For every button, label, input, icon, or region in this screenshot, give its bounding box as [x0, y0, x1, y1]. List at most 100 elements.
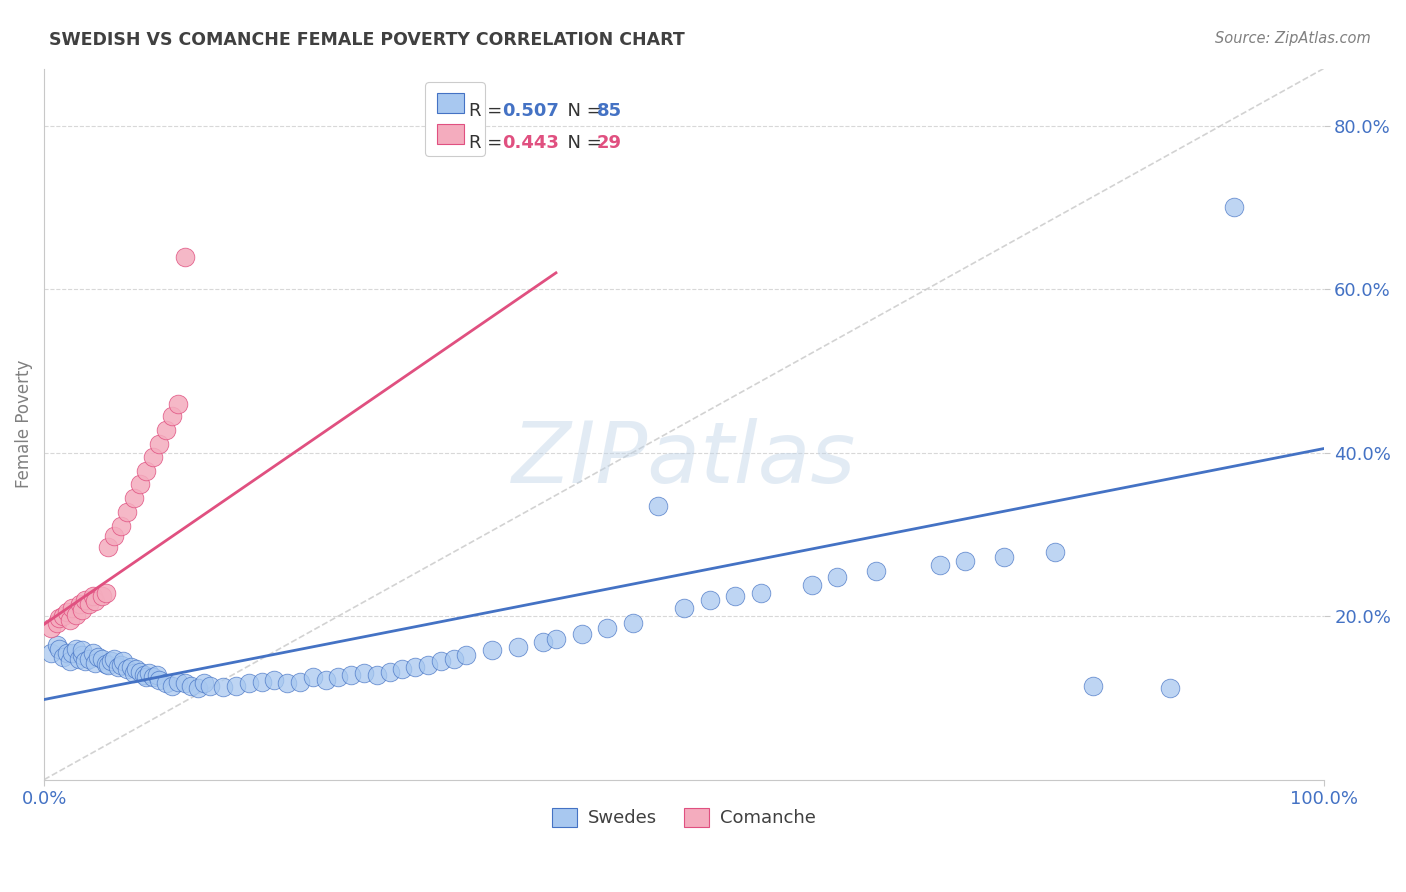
- Point: [129, 476, 152, 491]
- Text: ZIPatlas: ZIPatlas: [512, 418, 856, 501]
- Point: [45, 638, 67, 652]
- Point: [67, 651, 90, 665]
- Point: [155, 676, 177, 690]
- Point: [506, 640, 529, 655]
- Point: [73, 592, 96, 607]
- Text: N =: N =: [555, 134, 607, 153]
- Point: [48, 611, 70, 625]
- Point: [200, 679, 222, 693]
- Point: [288, 674, 311, 689]
- Point: [1083, 679, 1105, 693]
- Point: [238, 676, 260, 690]
- Point: [481, 643, 503, 657]
- Point: [100, 654, 122, 668]
- Point: [993, 550, 1015, 565]
- Point: [45, 615, 67, 630]
- Point: [155, 423, 177, 437]
- Point: [800, 578, 823, 592]
- Point: [145, 668, 167, 682]
- Point: [60, 601, 83, 615]
- Point: [571, 627, 593, 641]
- Point: [366, 668, 388, 682]
- Text: R =: R =: [470, 134, 508, 153]
- Point: [97, 540, 120, 554]
- Point: [56, 605, 79, 619]
- Point: [90, 651, 112, 665]
- Point: [125, 662, 148, 676]
- Point: [72, 602, 94, 616]
- Point: [173, 676, 195, 690]
- Point: [103, 529, 125, 543]
- Point: [301, 670, 323, 684]
- Point: [69, 597, 91, 611]
- Point: [672, 601, 695, 615]
- Point: [39, 646, 62, 660]
- Point: [699, 592, 721, 607]
- Point: [72, 648, 94, 663]
- Point: [48, 641, 70, 656]
- Point: [160, 409, 183, 423]
- Point: [77, 597, 100, 611]
- Text: R =: R =: [470, 103, 508, 120]
- Point: [167, 674, 190, 689]
- Point: [52, 650, 75, 665]
- Point: [1159, 681, 1181, 695]
- Point: [596, 621, 619, 635]
- Point: [1223, 201, 1246, 215]
- Point: [84, 656, 107, 670]
- Point: [443, 651, 465, 665]
- Point: [117, 662, 139, 676]
- Legend: Swedes, Comanche: Swedes, Comanche: [544, 801, 824, 835]
- Point: [84, 594, 107, 608]
- Point: [112, 654, 135, 668]
- Point: [122, 666, 145, 681]
- Text: 29: 29: [598, 134, 621, 153]
- Point: [110, 658, 132, 673]
- Point: [39, 621, 62, 635]
- Point: [263, 673, 285, 687]
- Point: [404, 660, 426, 674]
- Point: [129, 665, 152, 679]
- Point: [724, 589, 747, 603]
- Point: [430, 654, 453, 668]
- Point: [77, 651, 100, 665]
- Point: [531, 635, 554, 649]
- Point: [955, 553, 977, 567]
- Point: [173, 250, 195, 264]
- Point: [65, 641, 87, 656]
- Text: Source: ZipAtlas.com: Source: ZipAtlas.com: [1215, 31, 1371, 46]
- Point: [167, 397, 190, 411]
- Text: SWEDISH VS COMANCHE FEMALE POVERTY CORRELATION CHART: SWEDISH VS COMANCHE FEMALE POVERTY CORRE…: [49, 31, 685, 49]
- Point: [103, 651, 125, 665]
- Text: 0.507: 0.507: [502, 103, 560, 120]
- Point: [56, 646, 79, 660]
- Point: [391, 662, 413, 676]
- Point: [87, 650, 110, 665]
- Point: [90, 589, 112, 603]
- Point: [135, 670, 157, 684]
- Point: [865, 564, 887, 578]
- Point: [160, 679, 183, 693]
- Point: [138, 666, 160, 681]
- Point: [52, 609, 75, 624]
- Point: [328, 670, 350, 684]
- Point: [110, 519, 132, 533]
- Point: [94, 586, 117, 600]
- Point: [193, 676, 215, 690]
- Point: [456, 648, 478, 663]
- Text: N =: N =: [555, 103, 607, 120]
- Point: [544, 632, 567, 646]
- Point: [65, 607, 87, 622]
- Point: [132, 668, 155, 682]
- Point: [59, 654, 82, 668]
- Point: [142, 450, 165, 464]
- Point: [94, 657, 117, 671]
- Text: 85: 85: [598, 103, 621, 120]
- Point: [416, 658, 439, 673]
- Point: [82, 589, 104, 603]
- Point: [1043, 545, 1066, 559]
- Point: [621, 615, 644, 630]
- Point: [749, 586, 772, 600]
- Y-axis label: Female Poverty: Female Poverty: [15, 359, 32, 488]
- Point: [97, 658, 120, 673]
